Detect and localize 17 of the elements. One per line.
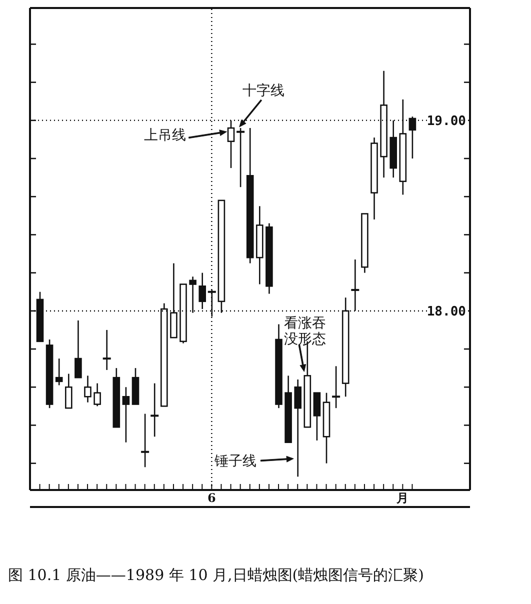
candlestick: [84, 375, 92, 404]
annotation: 十字线: [242, 83, 284, 100]
annotation: 上吊线: [144, 128, 186, 144]
text: 图 10.1 原油——1989 年 10 月,日蜡烛图(蜡烛图信号的汇聚): [8, 566, 425, 585]
candlestick: [122, 386, 130, 444]
y-tick-label: 19.00: [426, 114, 466, 129]
x-tick-label: 6: [207, 491, 216, 505]
candlestick: [94, 382, 101, 407]
candlestick: [65, 373, 72, 409]
annotation: 看涨吞没形态: [284, 316, 326, 348]
candlestick: [74, 320, 82, 378]
candlestick: [294, 378, 302, 478]
annotation: 锤子线: [214, 454, 257, 470]
y-tick-label: 18.00: [426, 304, 466, 320]
x-tick-label: 月: [396, 491, 409, 505]
candlestick: [313, 392, 321, 442]
candlestick: [55, 358, 63, 386]
